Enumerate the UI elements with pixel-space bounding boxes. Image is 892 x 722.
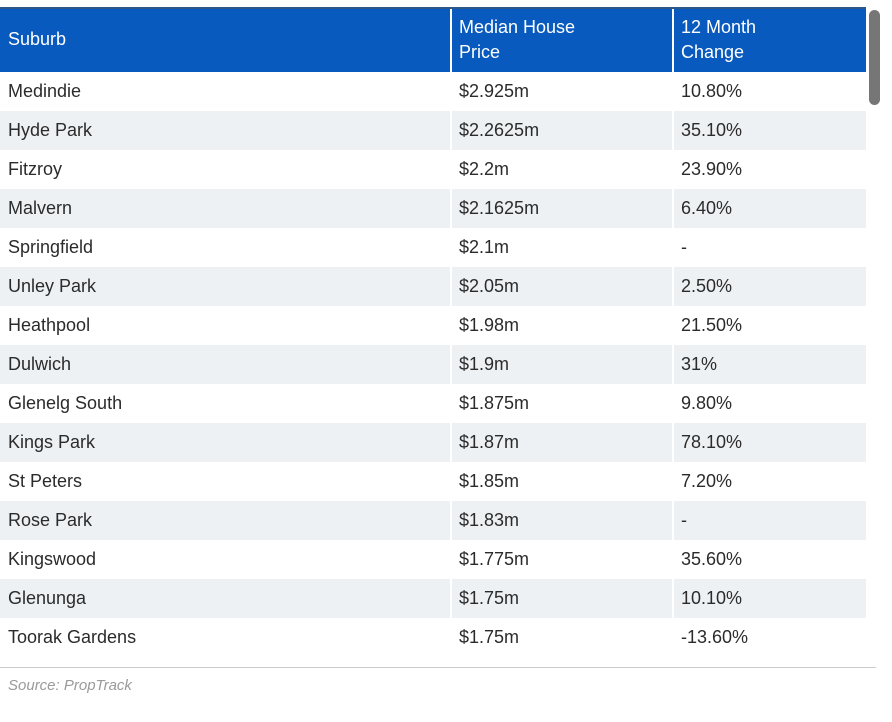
header-row: Suburb Median House Price 12 Month Chang…: [0, 7, 866, 72]
table-row: Hyde Park $2.2625m 35.10%: [0, 111, 866, 150]
cell-12-month-change: 6.40%: [672, 189, 866, 228]
cell-12-month-change: 78.10%: [672, 423, 866, 462]
table-row: St Peters $1.85m 7.20%: [0, 462, 866, 501]
table-header: Suburb Median House Price 12 Month Chang…: [0, 7, 866, 72]
cell-median-price: $1.85m: [450, 462, 672, 501]
cell-suburb: Springfield: [8, 237, 94, 257]
cell-12-month-change: 35.60%: [672, 540, 866, 579]
column-header-12-month-change-label: 12 Month Change: [681, 16, 757, 62]
cell-median-price: $2.2m: [450, 150, 672, 189]
scrollbar-thumb[interactable]: [869, 10, 880, 105]
column-header-suburb: Suburb: [0, 7, 450, 72]
cell-median-price: $2.05m: [450, 267, 672, 306]
cell-suburb: Glenunga: [0, 579, 450, 618]
cell-suburb: Heathpool: [8, 315, 91, 335]
cell-median-price: $1.775m: [450, 540, 672, 579]
cell-suburb: Glenelg South: [8, 393, 123, 413]
table-row: Unley Park $2.05m 2.50%: [0, 267, 866, 306]
table-row: Kings Park $1.87m 78.10%: [0, 423, 866, 462]
table-row: Heathpool $1.98m 21.50%: [0, 306, 866, 345]
cell-12-month-change: -13.60%: [672, 618, 866, 657]
cell-suburb: Toorak Gardens: [8, 627, 137, 647]
cell-median-price: $2.1m: [450, 228, 672, 267]
table-body: Medindie $2.925m 10.80% Hyde Park $2.262…: [0, 72, 866, 657]
cell-median-price: $1.75m: [450, 618, 672, 657]
cell-suburb: Medindie: [8, 81, 82, 101]
cell-median-price: $2.925m: [450, 72, 672, 111]
cell-suburb: Hyde Park: [0, 111, 450, 150]
column-header-12-month-change: 12 Month Change: [672, 7, 866, 72]
source-attribution: Source: PropTrack: [0, 667, 876, 694]
table-row: Springfield $2.1m -: [0, 228, 866, 267]
cell-median-price: $1.83m: [450, 501, 672, 540]
table-row: Toorak Gardens $1.75m -13.60%: [0, 618, 866, 657]
cell-suburb: Dulwich: [0, 345, 450, 384]
cell-median-price: $2.2625m: [450, 111, 672, 150]
cell-median-price: $2.1625m: [450, 189, 672, 228]
cell-suburb: Kings Park: [0, 423, 450, 462]
suburb-price-table: Suburb Median House Price 12 Month Chang…: [0, 7, 866, 657]
cell-suburb: Fitzroy: [8, 159, 62, 179]
cell-median-price: $1.98m: [450, 306, 672, 345]
cell-median-price: $1.75m: [450, 579, 672, 618]
cell-suburb: Rose Park: [0, 501, 450, 540]
table-row: Medindie $2.925m 10.80%: [0, 72, 866, 111]
column-header-suburb-label: Suburb: [8, 29, 67, 50]
cell-median-price: $1.87m: [450, 423, 672, 462]
cell-12-month-change: 21.50%: [672, 306, 866, 345]
cell-12-month-change: 9.80%: [672, 384, 866, 423]
cell-suburb: Kingswood: [8, 549, 97, 569]
cell-12-month-change: -: [672, 228, 866, 267]
table-row: Fitzroy $2.2m 23.90%: [0, 150, 866, 189]
column-header-median-price-label: Median House Price: [459, 16, 576, 62]
cell-median-price: $1.9m: [450, 345, 672, 384]
cell-12-month-change: 10.80%: [672, 72, 866, 111]
page: Suburb Median House Price 12 Month Chang…: [0, 7, 892, 722]
column-header-median-price: Median House Price: [450, 7, 672, 72]
table-top-border: [0, 7, 866, 9]
table-row: Glenelg South $1.875m 9.80%: [0, 384, 866, 423]
cell-suburb: Unley Park: [0, 267, 450, 306]
cell-12-month-change: 31%: [672, 345, 866, 384]
table-row: Kingswood $1.775m 35.60%: [0, 540, 866, 579]
cell-12-month-change: 10.10%: [672, 579, 866, 618]
cell-12-month-change: 2.50%: [672, 267, 866, 306]
table-row: Rose Park $1.83m -: [0, 501, 866, 540]
table-row: Dulwich $1.9m 31%: [0, 345, 866, 384]
cell-12-month-change: 35.10%: [672, 111, 866, 150]
table-row: Malvern $2.1625m 6.40%: [0, 189, 866, 228]
cell-12-month-change: 7.20%: [672, 462, 866, 501]
cell-suburb: St Peters: [8, 471, 83, 491]
cell-median-price: $1.875m: [450, 384, 672, 423]
cell-12-month-change: -: [672, 501, 866, 540]
cell-12-month-change: 23.90%: [672, 150, 866, 189]
table-row: Glenunga $1.75m 10.10%: [0, 579, 866, 618]
cell-suburb: Malvern: [0, 189, 450, 228]
